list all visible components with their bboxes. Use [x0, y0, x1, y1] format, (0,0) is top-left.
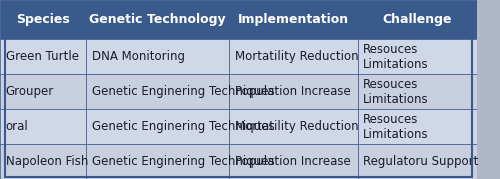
Text: Mortatility Reduction: Mortatility Reduction [234, 50, 358, 63]
Text: Resouces
Limitations: Resouces Limitations [364, 43, 429, 71]
Text: Species: Species [16, 13, 70, 26]
Bar [229, 39, 358, 74]
Bar [358, 109, 477, 144]
Text: Regulatoru Support: Regulatoru Support [364, 155, 478, 168]
Text: Napoleon Fish: Napoleon Fish [6, 155, 88, 168]
Text: Genetic Enginering Techniques: Genetic Enginering Techniques [92, 155, 274, 168]
Text: Resouces
Limitations: Resouces Limitations [364, 78, 429, 106]
Bar [0, 39, 86, 74]
Bar [0, 144, 86, 179]
Bar [229, 109, 358, 144]
Bar [0, 109, 86, 144]
Text: Population Increase: Population Increase [234, 85, 350, 98]
Text: oral: oral [6, 120, 28, 133]
Text: Mortatility Reduction: Mortatility Reduction [234, 120, 358, 133]
Text: Challenge: Challenge [382, 13, 452, 26]
Bar [86, 0, 229, 39]
Text: Green Turtle: Green Turtle [6, 50, 78, 63]
Bar [0, 0, 86, 39]
Bar [86, 144, 229, 179]
Bar [86, 39, 229, 74]
Text: Resouces
Limitations: Resouces Limitations [364, 113, 429, 141]
Text: Genetic Technology: Genetic Technology [89, 13, 226, 26]
Bar [358, 74, 477, 109]
Bar [86, 109, 229, 144]
Bar [358, 144, 477, 179]
Bar [229, 144, 358, 179]
Bar [229, 0, 358, 39]
Text: Genetic Enginering Techniques: Genetic Enginering Techniques [92, 85, 274, 98]
Text: DNA Monitoring: DNA Monitoring [92, 50, 184, 63]
Bar [0, 74, 86, 109]
Text: Implementation: Implementation [238, 13, 349, 26]
Bar [86, 74, 229, 109]
Bar [358, 39, 477, 74]
Text: Genetic Enginering Techniques: Genetic Enginering Techniques [92, 120, 274, 133]
Bar [358, 0, 477, 39]
Text: Grouper: Grouper [6, 85, 54, 98]
Text: Population Increase: Population Increase [234, 155, 350, 168]
Bar [229, 74, 358, 109]
